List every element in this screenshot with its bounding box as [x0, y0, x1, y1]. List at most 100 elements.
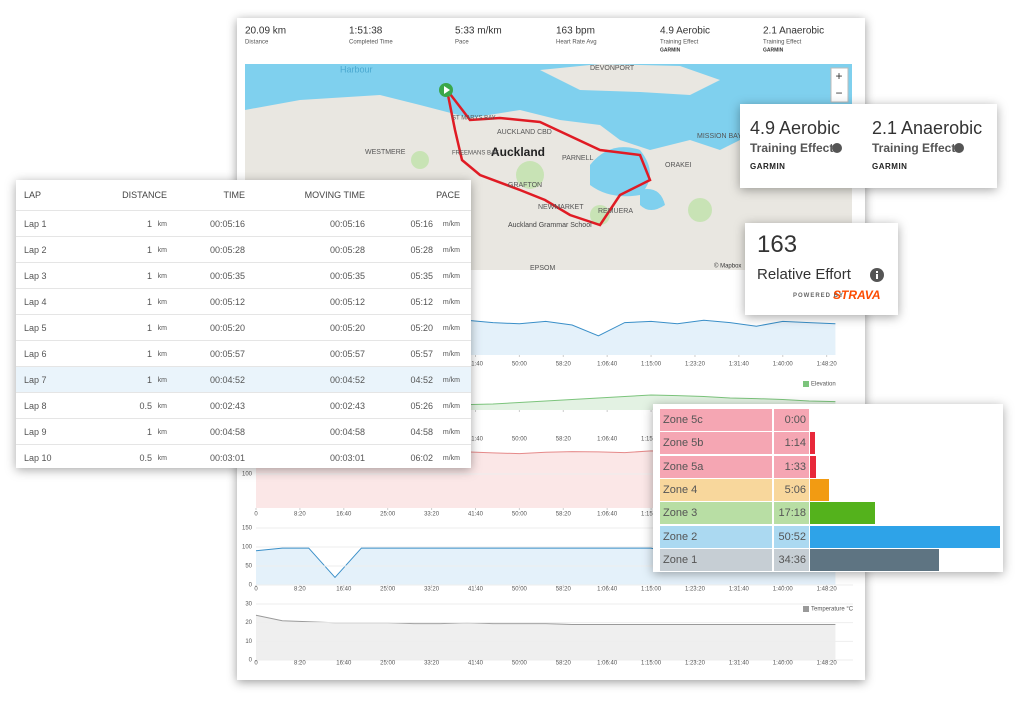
legend-label: Elevation	[811, 382, 836, 388]
column-header: DISTANCE	[122, 190, 167, 200]
zone-name: Zone 5b	[660, 432, 772, 455]
x-tick-label: 50:00	[512, 512, 528, 518]
x-tick-label: 41:40	[468, 437, 484, 443]
te-value: 4.9 Aerobic	[750, 118, 841, 138]
x-tick-label: 1:15:00	[641, 661, 662, 667]
info-icon[interactable]	[954, 143, 964, 153]
x-tick-label: 1:31:40	[729, 587, 750, 593]
time: 00:02:43	[209, 401, 245, 411]
zone-time: 34:36	[773, 548, 809, 571]
distance: 1	[146, 323, 152, 333]
training-effect-card: 4.9 Aerobic Training Effect GARMIN 2.1 Anae…	[740, 104, 997, 188]
moving-time: 00:05:16	[329, 219, 365, 229]
x-tick-label: 0	[254, 587, 258, 593]
x-tick-label: 1:06:40	[597, 362, 618, 368]
x-tick-label: 1:06:40	[597, 512, 618, 518]
x-tick-label: 1:23:20	[685, 661, 706, 667]
stat-value: 4.9 Aerobic	[660, 26, 710, 37]
pace-unit: m/km	[442, 247, 460, 254]
te-value: 2.1 Anaerobic	[872, 118, 983, 138]
x-tick-label: 1:48:20	[817, 661, 838, 667]
x-tick-label: 1:15:00	[641, 587, 662, 593]
pace: 05:20	[410, 323, 433, 333]
zone-time: 5:06	[773, 478, 809, 501]
x-tick-label: 25:00	[380, 661, 396, 667]
x-tick-label: 25:00	[380, 512, 396, 518]
stat-value: 5:33 m/km	[455, 26, 502, 37]
pace: 05:28	[410, 245, 433, 255]
x-tick-label: 16:40	[336, 587, 352, 593]
y-tick-label: 10	[245, 639, 252, 645]
moving-time: 00:04:52	[329, 375, 365, 385]
time: 00:04:58	[209, 427, 245, 437]
zoom-control[interactable]	[830, 67, 849, 103]
stat-label: Pace	[455, 40, 469, 46]
te-brand: GARMIN	[872, 162, 908, 171]
distance: 0.5	[139, 453, 152, 463]
x-tick-label: 41:40	[468, 661, 484, 667]
moving-time: 00:03:01	[329, 453, 365, 463]
distance-unit: km	[157, 351, 167, 358]
info-icon[interactable]	[832, 143, 842, 153]
stat-label: Training Effect	[660, 40, 699, 46]
chart-area	[256, 615, 836, 660]
stat-brand: GARMIN	[660, 47, 681, 53]
zoom-in[interactable]: +	[835, 69, 842, 83]
lap-name: Lap 7	[24, 375, 47, 385]
te-label: Training Effect	[872, 141, 956, 155]
stat-value: 163 bpm	[556, 26, 595, 37]
moving-time: 00:02:43	[329, 401, 365, 411]
map-label: Auckland	[491, 145, 545, 159]
x-tick-label: 58:20	[556, 362, 572, 368]
zone-bar	[810, 478, 830, 501]
distance: 1	[146, 297, 152, 307]
x-tick-label: 1:06:40	[597, 437, 618, 443]
x-tick-label: 1:40:00	[773, 661, 794, 667]
column-header: TIME	[223, 190, 246, 200]
zoom-out[interactable]: −	[835, 86, 842, 100]
x-tick-label: 1:40:00	[773, 587, 794, 593]
zone-bar	[810, 548, 940, 571]
x-tick-label: 41:40	[468, 362, 484, 368]
time: 00:05:57	[209, 349, 245, 359]
pace: 05:57	[410, 349, 433, 359]
map-label: AUCKLAND CBD	[497, 129, 552, 136]
pace: 05:16	[410, 219, 433, 229]
info-icon[interactable]	[869, 267, 885, 283]
lap-name: Lap 6	[24, 349, 47, 359]
x-tick-label: 33:20	[424, 512, 440, 518]
x-tick-label: 33:20	[424, 661, 440, 667]
y-tick-label: 50	[245, 564, 252, 570]
y-tick-label: 100	[242, 545, 253, 551]
lap-name: Lap 4	[24, 297, 47, 307]
pace-unit: m/km	[442, 351, 460, 358]
lap-row: Lap 8 km 0.5 00:02:43 00:02:43 m/km 05:26	[16, 392, 471, 419]
distance: 1	[146, 219, 152, 229]
x-tick-label: 58:20	[556, 587, 572, 593]
x-tick-label: 16:40	[336, 661, 352, 667]
zone-time: 0:00	[773, 409, 809, 431]
lap-name: Lap 1	[24, 219, 47, 229]
x-tick-label: 8:20	[294, 661, 306, 667]
x-tick-label: 50:00	[512, 437, 528, 443]
zone-time: 17:18	[773, 502, 809, 525]
distance: 0.5	[139, 401, 152, 411]
distance-unit: km	[157, 325, 167, 332]
zone-bar	[810, 455, 816, 478]
time: 00:05:16	[209, 219, 245, 229]
lap-name: Lap 5	[24, 323, 47, 333]
map-label: ST MARYS BAY	[452, 116, 496, 122]
stat-brand: GARMIN	[763, 47, 784, 53]
stat-label: Distance	[245, 40, 269, 46]
map-label: FREEMANS BAY	[452, 151, 499, 157]
map-label: MISSION BAY	[697, 133, 742, 140]
distance: 1	[146, 427, 152, 437]
distance-unit: km	[157, 247, 167, 254]
x-tick-label: 25:00	[380, 587, 396, 593]
y-tick-label: 150	[242, 526, 253, 532]
x-tick-label: 50:00	[512, 661, 528, 667]
pace: 06:02	[410, 453, 433, 463]
lap-name: Lap 8	[24, 401, 47, 411]
x-tick-label: 1:15:00	[641, 362, 662, 368]
